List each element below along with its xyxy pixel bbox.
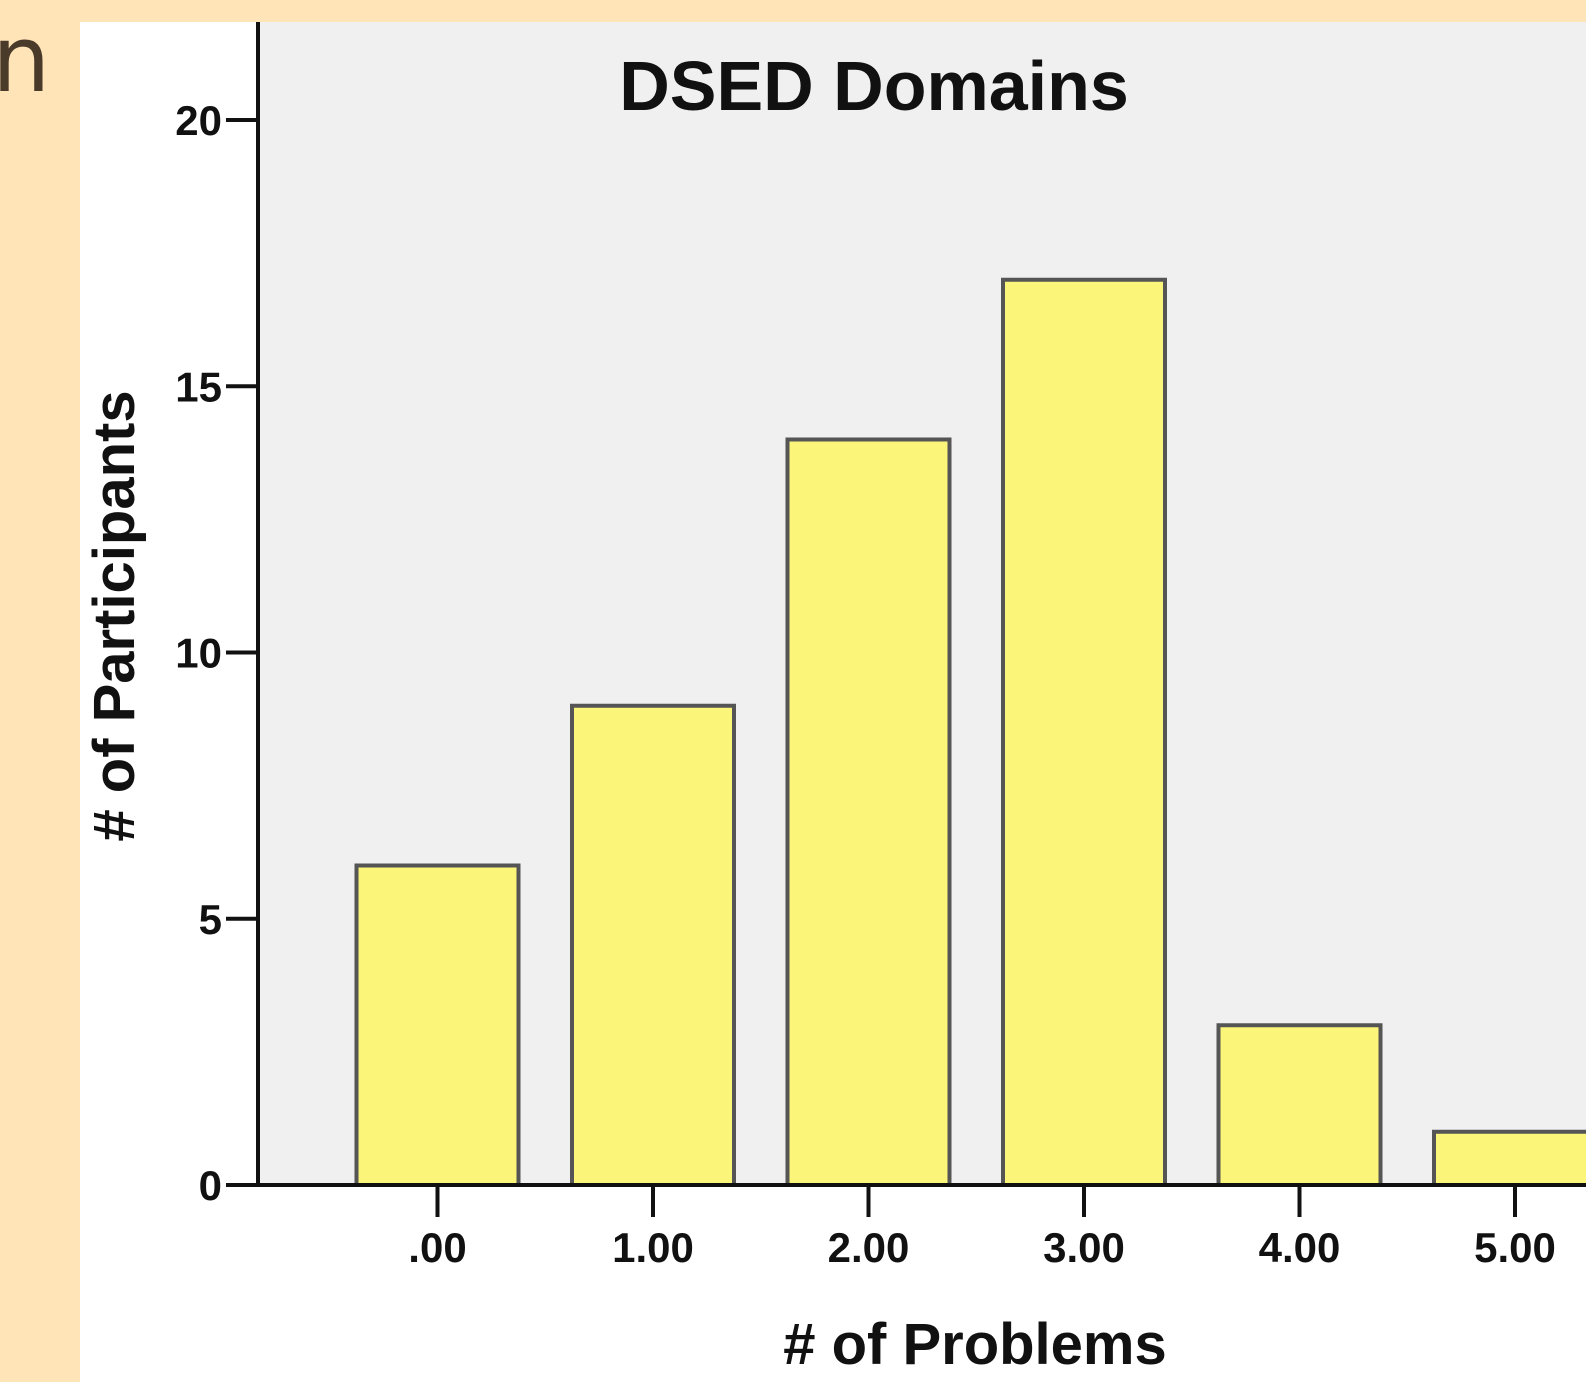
y-tick-label: 20	[175, 97, 222, 144]
x-tick-label: 2.00	[828, 1224, 910, 1271]
x-tick-label: 3.00	[1043, 1224, 1125, 1271]
x-axis-title: # of Problems	[783, 1312, 1167, 1377]
y-tick-label: 0	[199, 1162, 222, 1209]
bar-1.00	[570, 703, 736, 1187]
y-tick-label: 5	[199, 896, 222, 943]
side-text-fragment: n	[0, 6, 51, 113]
bar-.00	[354, 863, 521, 1187]
bar-4.00	[1216, 1023, 1383, 1187]
x-tick-label: 4.00	[1259, 1224, 1341, 1271]
x-tick-label: 5.00	[1474, 1224, 1556, 1271]
y-tick-label: 10	[175, 630, 222, 677]
y-axis-title: # of Participants	[82, 390, 147, 841]
x-tick-label: 1.00	[612, 1224, 694, 1271]
x-tick-label: .00	[408, 1224, 466, 1271]
chart-panel: DSED Domains 0 5 10 15 20 .00 1.00 2.00 3.00 4.0…	[80, 22, 1586, 1382]
bar-chart: DSED Domains 0 5 10 15 20 .00 1.00 2.00 3.00 4.0…	[82, 22, 1586, 1377]
chart-title: DSED Domains	[619, 47, 1129, 125]
y-tick-label: 15	[175, 363, 222, 410]
bar-3.00	[1001, 277, 1167, 1187]
bar-5.00	[1432, 1129, 1586, 1187]
bar-2.00	[785, 437, 952, 1187]
